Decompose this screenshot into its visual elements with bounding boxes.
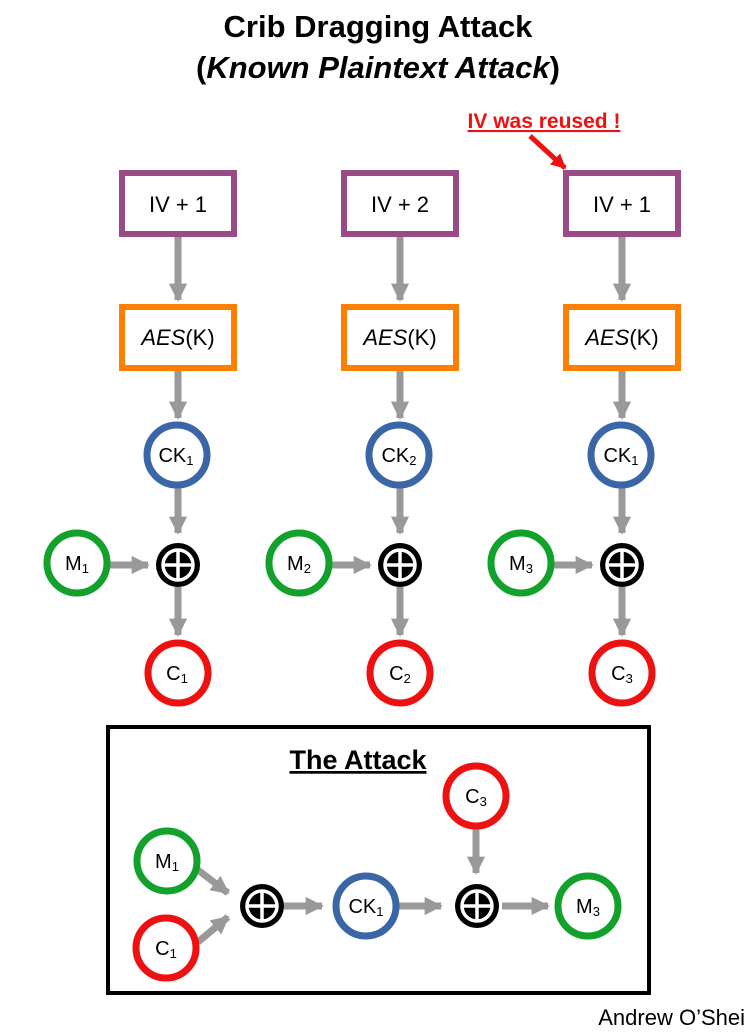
xor-operator bbox=[156, 543, 200, 587]
attack-message-in-label: M1 bbox=[155, 851, 179, 874]
key-circle bbox=[143, 421, 211, 489]
aes-box-label: AES(K) bbox=[139, 325, 214, 350]
message-circle-label: M1 bbox=[65, 553, 89, 576]
cipher-circle-label: C3 bbox=[611, 663, 633, 686]
attack-cipher-top-label: C3 bbox=[465, 786, 487, 809]
attack-cipher-in-circle bbox=[132, 914, 200, 982]
column-3-shapes bbox=[487, 170, 681, 707]
key-circle-label: CK1 bbox=[603, 445, 638, 468]
key-circle bbox=[587, 421, 655, 489]
attack-key-label: CK1 bbox=[348, 896, 383, 919]
aes-box bbox=[341, 304, 459, 371]
attack-key-circle bbox=[332, 872, 400, 940]
column-1-shapes bbox=[43, 170, 237, 707]
attack-message-out-circle bbox=[554, 872, 622, 940]
cipher-circle bbox=[144, 639, 212, 707]
warning-arrow bbox=[528, 134, 567, 170]
iv-box-label: IV + 1 bbox=[593, 192, 651, 217]
cipher-circle bbox=[366, 639, 434, 707]
author-credit: Andrew O’Shei bbox=[598, 1005, 745, 1030]
cipher-circle-label: C2 bbox=[389, 663, 411, 686]
attack-message-out-label: M3 bbox=[576, 896, 600, 919]
title-line-1: Crib Dragging Attack bbox=[224, 9, 534, 44]
column-1: IV + 1 AES(K) CK1 M1 C1 bbox=[65, 192, 215, 686]
iv-box bbox=[119, 170, 237, 237]
message-circle bbox=[43, 529, 111, 597]
aes-box bbox=[563, 304, 681, 371]
attack-title: The Attack bbox=[289, 745, 427, 775]
iv-reused-warning: IV was reused ! bbox=[468, 110, 621, 133]
iv-box-label: IV + 2 bbox=[371, 192, 429, 217]
attack-xor-1 bbox=[240, 884, 284, 928]
key-circle-label: CK2 bbox=[381, 445, 416, 468]
xor-operator bbox=[600, 543, 644, 587]
arrow-cipher-to-xor bbox=[195, 914, 231, 945]
message-circle-label: M2 bbox=[287, 553, 311, 576]
cipher-circle-label: C1 bbox=[166, 663, 188, 686]
arrow-message-to-xor bbox=[195, 867, 231, 896]
iv-box bbox=[563, 170, 681, 237]
column-2: IV + 2 AES(K) CK2 M2 C2 bbox=[287, 192, 437, 686]
title-line-2: (Known Plaintext Attack) bbox=[196, 50, 560, 85]
attack-cipher-top-circle bbox=[442, 762, 510, 830]
key-circle bbox=[365, 421, 433, 489]
attack-message-in-circle bbox=[133, 827, 201, 895]
aes-box-label: AES(K) bbox=[583, 325, 658, 350]
aes-box bbox=[119, 304, 237, 371]
cipher-circle bbox=[588, 639, 656, 707]
xor-operator bbox=[378, 543, 422, 587]
attack-cipher-in-label: C1 bbox=[155, 938, 177, 961]
column-3: IV + 1 AES(K) CK1 M3 C3 bbox=[509, 192, 659, 686]
attack-panel bbox=[106, 725, 651, 995]
key-circle-label: CK1 bbox=[158, 445, 193, 468]
column-2-shapes bbox=[265, 170, 459, 707]
message-circle bbox=[265, 529, 333, 597]
attack-xor-2 bbox=[455, 884, 499, 928]
message-circle bbox=[487, 529, 555, 597]
iv-box bbox=[341, 170, 459, 237]
message-circle-label: M3 bbox=[509, 553, 533, 576]
aes-box-label: AES(K) bbox=[361, 325, 436, 350]
iv-box-label: IV + 1 bbox=[149, 192, 207, 217]
